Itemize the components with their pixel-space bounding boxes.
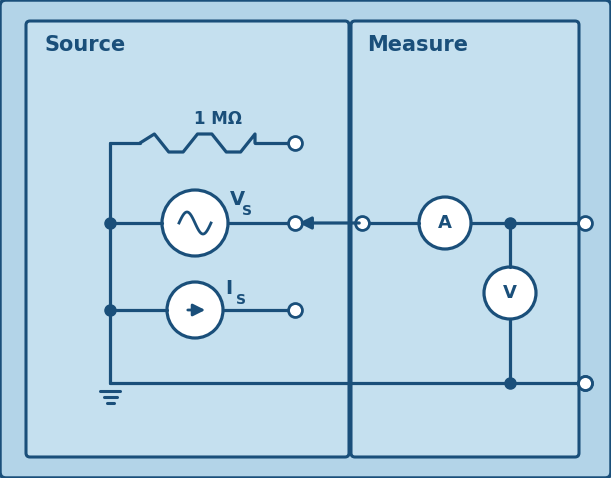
Text: S: S <box>242 204 252 218</box>
Circle shape <box>484 267 536 319</box>
Text: Measure: Measure <box>367 35 468 55</box>
Text: I: I <box>225 279 232 298</box>
Text: V: V <box>503 284 517 302</box>
Circle shape <box>162 190 228 256</box>
FancyBboxPatch shape <box>351 21 579 457</box>
FancyBboxPatch shape <box>26 21 349 457</box>
Text: S: S <box>236 293 246 307</box>
Text: A: A <box>438 214 452 232</box>
Text: V: V <box>230 190 245 209</box>
Text: Source: Source <box>44 35 125 55</box>
Circle shape <box>167 282 223 338</box>
Text: 1 MΩ: 1 MΩ <box>194 110 241 128</box>
Circle shape <box>419 197 471 249</box>
